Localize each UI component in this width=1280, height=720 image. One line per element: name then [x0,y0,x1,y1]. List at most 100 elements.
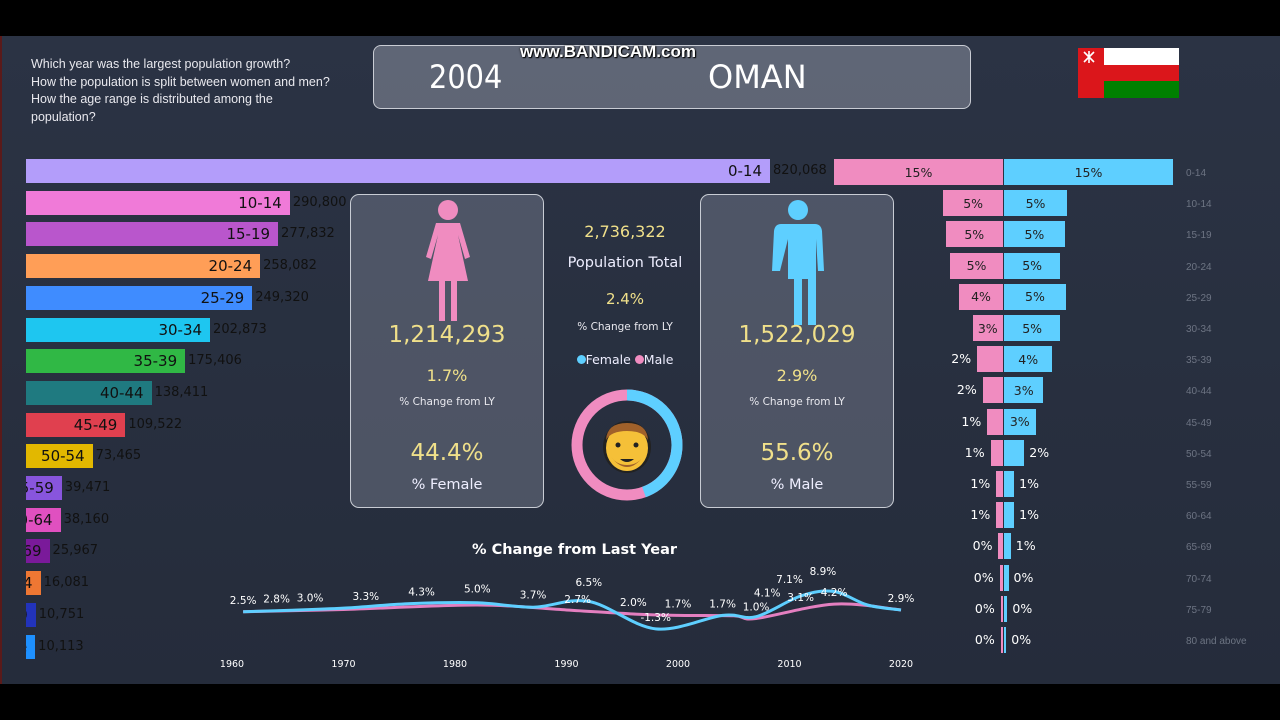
data-label: 2.8% [263,593,290,605]
pyramid-bar-male[interactable] [1004,439,1025,466]
pyramid-label-male: 0% [1012,600,1033,616]
pyramid-age-label: 65-69 [1186,542,1212,554]
data-label: 8.9% [810,566,837,578]
x-tick-label: 1970 [331,659,355,670]
pyramid-bar-male[interactable]: 15% [1004,159,1173,185]
pyramid-bar-male[interactable] [1004,533,1011,560]
male-figure-icon [772,200,824,325]
age-bar[interactable]: 20-24 [26,254,261,279]
pyramid-bar-male[interactable]: 5% [1004,221,1065,248]
pyramid-bar-male[interactable]: 4% [1004,346,1053,373]
donut-female-arc[interactable] [571,389,683,501]
legend-male-label: Male [643,352,674,367]
pyramid-label-female: 1% [970,507,991,523]
age-bar[interactable]: 50-54 [26,444,93,469]
data-label: 2.0% [620,597,647,609]
pyramid-bar-female[interactable] [999,564,1003,591]
pyramid-bar-male[interactable] [1004,502,1015,529]
pyramid-bar-male[interactable]: 5% [1004,252,1061,279]
male-change: 2.9% [776,366,818,385]
pyramid-label-male: 3% [1013,382,1034,398]
pyramid-bar-female[interactable] [996,502,1003,529]
pyramid-label-male: 1% [1015,538,1036,554]
pyramid-label-male: 3% [1009,414,1030,430]
pyramid-bar-female[interactable] [977,346,1003,373]
female-share: 44.4% [410,440,484,466]
pyramid-label-male: 15% [1074,164,1103,180]
pyramid-bar-male[interactable]: 5% [1004,315,1061,341]
pyramid-age-label: 55-59 [1186,480,1212,491]
age-bar[interactable]: 55-59 [26,476,62,500]
pyramid-bar-female[interactable]: 5% [943,190,1003,217]
data-label: 3.1% [787,592,814,604]
age-bar[interactable]: 35-39 [26,349,186,374]
pyramid-bar-female[interactable] [990,439,1003,466]
oman-flag-icon [1078,48,1179,98]
pyramid-label-female: 2% [951,351,972,367]
series-line-1[interactable] [243,602,902,621]
age-bar[interactable]: 30-34 [26,317,211,342]
legend-female[interactable]: Female [576,352,631,367]
question-3-cont: population? [31,109,96,124]
age-bar[interactable]: 10-14 [26,190,290,215]
age-bar-value: 138,411 [154,384,209,400]
pyramid-bar-female[interactable] [998,533,1003,560]
pyramid-bar-female[interactable] [996,471,1003,497]
pyramid-bar-female[interactable]: 3% [972,315,1003,341]
pyramid-bar-female[interactable] [1000,595,1003,622]
pyramid-bar-male[interactable]: 5% [1004,190,1068,217]
age-bar[interactable]: 80 and above [26,634,36,659]
age-bar[interactable]: 45-49 [26,412,126,437]
data-label: 4.1% [754,588,781,600]
age-bar-label: 15-19 [226,225,271,244]
age-bar-label: 10-14 [238,193,282,212]
x-tick-label: 2010 [777,659,801,670]
pyramid-bar-female[interactable]: 15% [834,159,1003,185]
age-bar[interactable]: 15-19 [26,222,279,247]
pyramid-bar-male[interactable] [1004,627,1007,653]
pyramid-label-male: 5% [1024,226,1045,242]
age-bar-label: 50-54 [41,447,85,466]
pyramid-age-label: 30-34 [1186,324,1212,335]
pyramid-label-female: 5% [963,195,984,211]
pyramid-bar-male[interactable] [1004,564,1009,591]
age-bar[interactable]: 60-64 [26,507,61,532]
age-bar[interactable]: 65-69 [26,539,50,564]
pyramid-bar-female[interactable] [982,377,1003,404]
female-share-label: % Female [411,477,483,493]
data-label: 1.7% [665,598,692,610]
pyramid-label-female: 0% [972,538,993,554]
pyramid-bar-male[interactable] [1004,471,1015,497]
pyramid-label-female: 0% [974,600,995,616]
pyramid-bar-female[interactable]: 5% [950,252,1003,279]
pyramid-bar-male[interactable] [1004,595,1008,622]
age-bar-value: 258,082 [263,258,317,274]
age-bar-label: 45-49 [73,415,118,434]
age-bar-label: 40-44 [99,383,144,402]
pyramid-bar-female[interactable]: 4% [959,283,1003,310]
data-label: 1.0% [743,602,770,614]
legend-male[interactable]: Male [634,352,674,367]
series-line-0[interactable] [243,589,902,631]
pyramid-label-male: 5% [1022,320,1043,336]
pyramid-bar-male[interactable]: 5% [1004,283,1066,310]
pyramid-bar-male[interactable]: 3% [1004,408,1036,435]
age-bar[interactable]: 70-74 [26,571,41,596]
pyramid-bar-male[interactable]: 3% [1004,377,1044,404]
total-label: Population Total [567,255,683,271]
age-bar[interactable]: 25-29 [26,285,253,310]
age-bar-value: 109,522 [128,416,183,432]
pyramid-label-female: 5% [966,258,987,274]
age-bar[interactable]: 75-79 [26,602,36,627]
age-bar[interactable]: 40-44 [26,380,152,405]
pyramid-bar-female[interactable]: 5% [945,221,1003,248]
pyramid-bar-female[interactable] [1000,627,1003,653]
age-bar[interactable]: 0-14 [26,159,770,183]
age-bar-label: 25-29 [200,288,245,307]
pyramid-bar-female[interactable] [987,408,1003,435]
x-tick-label: 1980 [443,659,467,670]
pyramid-age-label: 20-24 [1186,261,1212,273]
pyramid-label-female: 0% [973,569,994,585]
age-bar-label: 60-64 [26,510,53,529]
age-bar-value: 39,471 [64,480,111,495]
